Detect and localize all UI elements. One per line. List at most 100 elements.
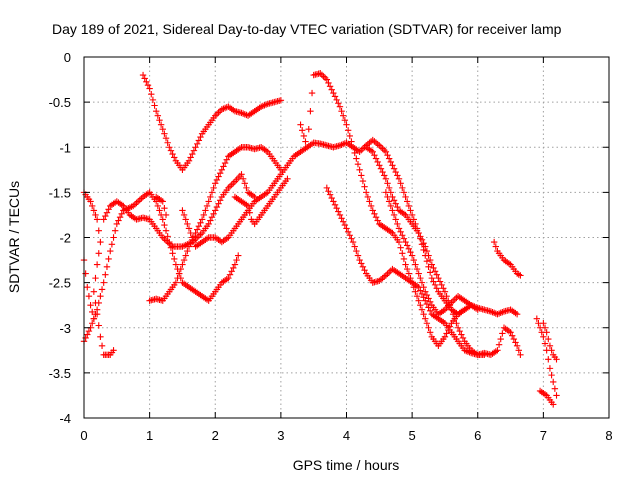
data-point <box>207 193 214 201</box>
axis-ticks <box>83 56 610 419</box>
data-point <box>367 202 375 210</box>
data-point <box>85 292 93 300</box>
data-point <box>541 324 549 331</box>
data-point <box>98 342 106 349</box>
data-point <box>417 301 424 309</box>
data-point <box>490 238 498 246</box>
y-tick-label: -3 <box>59 321 71 336</box>
y-tick-label: -1.5 <box>49 185 71 200</box>
data-point <box>185 157 193 164</box>
data-point <box>428 261 436 268</box>
data-point <box>371 151 378 159</box>
data-point <box>553 392 560 399</box>
data-point <box>413 265 421 273</box>
data-point <box>412 261 419 268</box>
data-point <box>157 121 165 128</box>
data-point <box>90 288 98 295</box>
data-point <box>440 285 447 292</box>
data-point <box>92 274 99 282</box>
data-point <box>90 315 98 322</box>
data-point <box>305 126 312 133</box>
data-point <box>172 261 180 268</box>
data-point <box>362 189 370 196</box>
data-point <box>102 212 109 220</box>
data-point <box>156 207 163 214</box>
data-point <box>459 334 467 342</box>
y-tick-label: -2 <box>59 231 71 246</box>
data-point <box>428 274 436 282</box>
data-point <box>474 306 481 313</box>
series-track-k <box>323 184 524 359</box>
data-point <box>543 329 550 336</box>
data-point <box>297 121 304 128</box>
data-point <box>515 271 522 278</box>
series-track-j <box>297 70 468 349</box>
data-point <box>184 247 191 255</box>
data-point <box>420 246 427 254</box>
data-point <box>481 351 488 359</box>
data-point <box>550 401 557 408</box>
series-track-o <box>533 315 560 399</box>
data-point <box>144 82 152 89</box>
data-point <box>387 202 394 210</box>
data-point <box>233 256 240 264</box>
data-point <box>353 155 360 162</box>
data-point <box>533 315 541 322</box>
data-point <box>397 228 404 236</box>
data-point <box>162 211 170 219</box>
data-point <box>387 158 394 166</box>
data-point <box>436 278 444 285</box>
data-point <box>326 83 334 90</box>
data-point <box>97 333 104 340</box>
x-tick-labels: 0 1 2 3 4 5 6 7 8 <box>80 428 612 443</box>
data-point <box>171 154 178 161</box>
data-point <box>225 274 232 282</box>
data-point <box>340 218 347 225</box>
data-point <box>545 335 552 343</box>
data-point <box>426 329 434 336</box>
data-point <box>361 267 368 274</box>
data-point <box>359 263 367 271</box>
data-point <box>169 250 176 257</box>
data-point <box>513 342 521 349</box>
data-point <box>358 260 365 267</box>
data-point <box>244 202 252 210</box>
series-track-p <box>540 320 560 363</box>
data-point <box>323 184 331 192</box>
data-point <box>187 239 194 247</box>
data-point <box>415 270 422 277</box>
data-point <box>87 198 94 205</box>
data-point <box>402 238 409 246</box>
data-point <box>100 216 107 223</box>
data-point <box>374 217 381 224</box>
data-point <box>348 138 355 145</box>
data-point <box>307 107 314 115</box>
series-track-c <box>80 256 98 322</box>
data-point <box>404 242 411 249</box>
data-point <box>379 168 386 176</box>
data-point <box>420 239 427 247</box>
data-point <box>438 281 445 289</box>
data-point <box>187 229 194 237</box>
data-point <box>303 144 311 151</box>
y-tick-label: -4 <box>59 411 71 426</box>
data-point <box>228 268 235 275</box>
y-tick-label: 0 <box>64 50 71 65</box>
data-point <box>377 143 385 151</box>
data-point <box>336 211 344 219</box>
data-point <box>197 219 204 227</box>
x-tick-label: 5 <box>409 428 416 443</box>
data-point <box>220 163 227 170</box>
data-point <box>456 327 463 335</box>
data-point <box>422 243 429 250</box>
data-point <box>408 252 416 259</box>
data-point <box>374 158 381 166</box>
data-point <box>161 204 168 212</box>
data-point <box>423 257 431 265</box>
x-tick-label: 3 <box>277 428 284 443</box>
data-point <box>92 299 99 307</box>
data-point <box>407 248 414 256</box>
data-point <box>394 172 401 179</box>
data-point <box>216 197 224 204</box>
data-point <box>97 238 104 246</box>
